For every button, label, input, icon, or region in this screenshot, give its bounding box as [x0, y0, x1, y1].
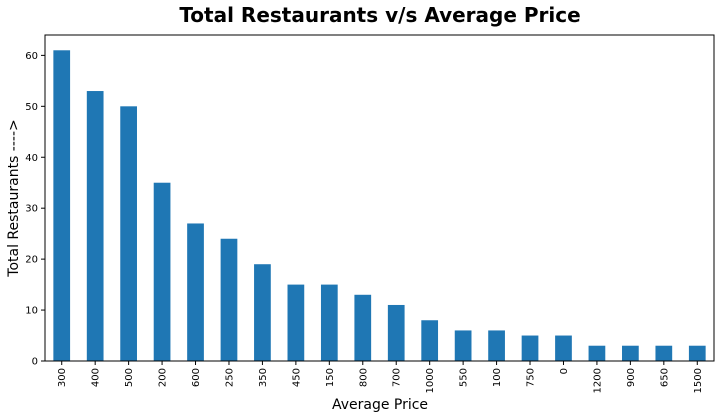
- bar-1500: [688, 345, 706, 361]
- x-tick-label: 900: [626, 368, 637, 387]
- bar-100: [488, 330, 505, 361]
- plot-frame: [44, 34, 715, 362]
- x-axis-ticks: 300 400 500 200 600 250 350 450 150 800 700 1000 550…: [57, 361, 704, 393]
- x-tick-label: 800: [358, 368, 369, 387]
- y-tick-label: 40: [25, 153, 38, 164]
- bar-650: [655, 345, 673, 361]
- bar-200: [153, 182, 171, 361]
- x-tick-label: 200: [158, 368, 169, 387]
- x-tick-label: 1200: [592, 368, 603, 393]
- bar-1000: [421, 320, 439, 361]
- bar-750: [521, 335, 539, 361]
- x-tick-label: 0: [559, 368, 570, 374]
- x-tick-label: 1000: [425, 368, 436, 393]
- bar-400: [86, 91, 104, 361]
- x-tick-label: 650: [659, 368, 670, 387]
- bars-group: [53, 50, 706, 361]
- x-tick-label: 300: [57, 368, 68, 387]
- bar-450: [287, 284, 305, 361]
- x-tick-label: 1500: [693, 368, 704, 393]
- bar-550: [454, 330, 472, 361]
- x-tick-label: 100: [492, 368, 503, 387]
- x-tick-label: 350: [258, 368, 269, 387]
- x-tick-label: 500: [124, 368, 135, 387]
- bar-800: [354, 294, 372, 361]
- bar-1200: [588, 345, 606, 361]
- x-tick-label: 250: [224, 368, 235, 387]
- y-axis-label: Total Restaurants ---->: [6, 119, 22, 277]
- x-tick-label: 550: [459, 368, 470, 387]
- x-tick-label: 400: [91, 368, 102, 387]
- bar-150: [320, 284, 338, 361]
- y-tick-label: 20: [25, 255, 38, 266]
- x-tick-label: 150: [325, 368, 336, 387]
- y-tick-label: 50: [25, 102, 38, 113]
- bar-900: [622, 345, 639, 361]
- bar-500: [120, 106, 137, 361]
- bar-700: [387, 304, 405, 361]
- bar-300: [53, 50, 71, 361]
- y-tick-label: 30: [25, 204, 38, 215]
- bar-250: [220, 238, 238, 361]
- x-tick-label: 750: [526, 368, 537, 387]
- y-tick-label: 10: [25, 306, 38, 317]
- x-axis-label: Average Price: [332, 397, 428, 413]
- y-tick-label: 0: [32, 357, 38, 368]
- bar-0: [555, 335, 572, 361]
- chart-title: Total Restaurants v/s Average Price: [179, 3, 580, 27]
- y-axis-ticks: 0 10 20 30 40 50 60: [25, 51, 45, 368]
- bar-350: [254, 264, 271, 361]
- y-tick-label: 60: [25, 51, 38, 62]
- bar-600: [187, 223, 204, 361]
- x-tick-label: 600: [191, 368, 202, 387]
- x-tick-label: 700: [392, 368, 403, 387]
- x-tick-label: 450: [291, 368, 302, 387]
